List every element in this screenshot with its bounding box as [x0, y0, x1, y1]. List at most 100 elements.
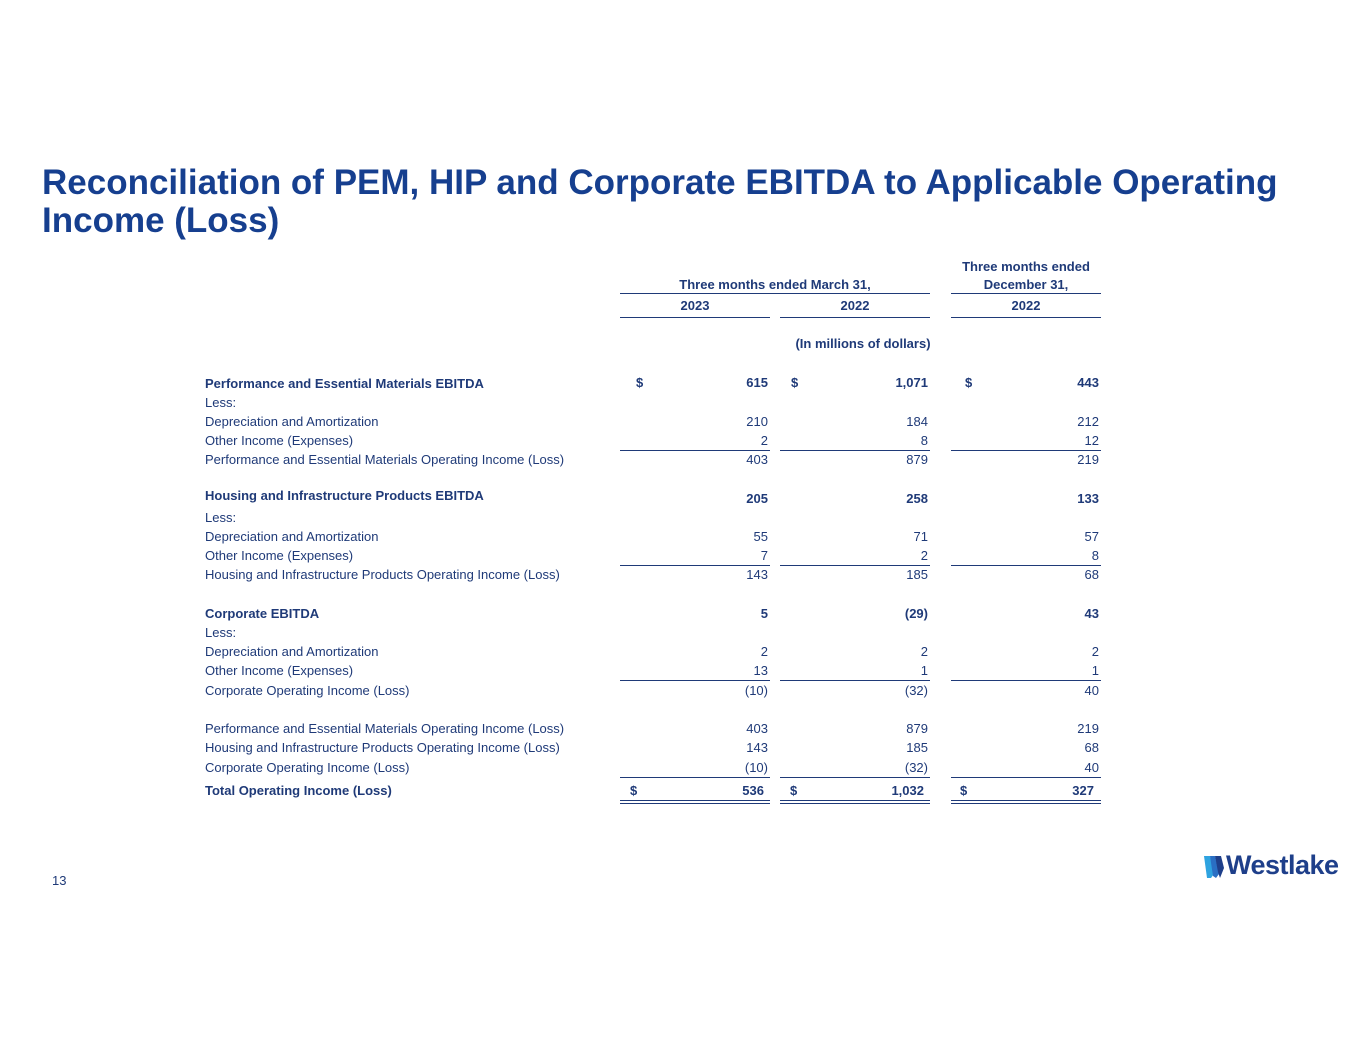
cell-q4-2022: 133 — [1077, 491, 1099, 506]
cell-q4-2022: 2 — [1091, 644, 1099, 659]
subtotal-rule — [780, 777, 930, 778]
table-row: Housing and Infrastructure Products Oper… — [0, 565, 1365, 584]
row-label: Less: — [205, 510, 237, 525]
table-row: Less: — [0, 393, 1365, 412]
cell-q1-2023: 2 — [760, 433, 768, 448]
total-double-rule — [780, 800, 930, 804]
header-year-2022-dec: 2022 — [1011, 298, 1041, 313]
header-group-december-line1: Three months ended — [962, 259, 1090, 274]
cell-q1-2023: 55 — [753, 529, 768, 544]
cell-q4-2022: 219 — [1077, 721, 1099, 736]
row-label: Performance and Essential Materials Oper… — [205, 721, 565, 736]
cell-q1-2022: 1 — [920, 663, 928, 678]
westlake-logo: Westlake — [1204, 850, 1339, 882]
header-year-2023: 2023 — [680, 298, 710, 313]
cell-q1-2023: 536 — [742, 783, 764, 798]
total-double-rule — [951, 800, 1101, 804]
cell-q1-2022: 8 — [920, 433, 928, 448]
cell-q4-2022: 1 — [1091, 663, 1099, 678]
cell-q1-2023: (10) — [744, 760, 768, 775]
row-label: Corporate EBITDA — [205, 606, 320, 621]
cell-q4-2022: 443 — [1077, 375, 1099, 390]
cell-q4-2022: 40 — [1084, 760, 1099, 775]
cell-q4-2022: 40 — [1084, 683, 1099, 698]
subtotal-rule — [951, 777, 1101, 778]
cell-q1-2022: 879 — [906, 452, 928, 467]
currency-sign: $ — [790, 783, 798, 798]
currency-sign: $ — [960, 783, 968, 798]
row-label: Housing and Infrastructure Products Oper… — [205, 567, 560, 582]
row-label: Other Income (Expenses) — [205, 548, 354, 563]
cell-q1-2023: 5 — [760, 606, 768, 621]
cell-q1-2023: 615 — [746, 375, 768, 390]
year-rule — [951, 317, 1101, 318]
cell-q1-2022: 2 — [920, 548, 928, 563]
cell-q4-2022: 327 — [1072, 783, 1094, 798]
row-label: Other Income (Expenses) — [205, 433, 354, 448]
cell-q4-2022: 68 — [1084, 740, 1099, 755]
row-label: Depreciation and Amortization — [205, 644, 379, 659]
row-label: Housing and Infrastructure Products EBIT… — [205, 488, 484, 503]
header-year-2022: 2022 — [840, 298, 870, 313]
table-row: Other Income (Expenses) 2 8 12 — [0, 431, 1365, 450]
cell-q1-2023: 143 — [746, 740, 768, 755]
subtotal-rule — [620, 777, 770, 778]
table-row: Depreciation and Amortization 55 71 57 — [0, 527, 1365, 546]
table-row: Performance and Essential Materials Oper… — [0, 719, 1365, 738]
units-label: (In millions of dollars) — [795, 336, 931, 351]
table-row: Housing and Infrastructure Products Oper… — [0, 738, 1365, 757]
subtotal-rule — [780, 565, 930, 566]
logo-text: Westlake — [1226, 850, 1339, 880]
table-row: Less: — [0, 623, 1365, 642]
cell-q1-2023: 403 — [746, 721, 768, 736]
subtotal-rule — [951, 680, 1101, 681]
cell-q1-2023: 210 — [746, 414, 768, 429]
year-rule — [780, 317, 930, 318]
header-group-december-line2: December 31, — [983, 277, 1069, 292]
cell-q1-2022: 879 — [906, 721, 928, 736]
cell-q1-2023: 13 — [753, 663, 768, 678]
cell-q1-2023: 143 — [746, 567, 768, 582]
total-double-rule — [620, 800, 770, 804]
cell-q1-2022: 1,071 — [895, 375, 928, 390]
cell-q4-2022: 219 — [1077, 452, 1099, 467]
cell-q4-2022: 212 — [1077, 414, 1099, 429]
currency-sign: $ — [630, 783, 638, 798]
cell-q1-2022: 1,032 — [891, 783, 924, 798]
page-title: Reconciliation of PEM, HIP and Corporate… — [42, 163, 1278, 240]
cell-q1-2022: 71 — [913, 529, 928, 544]
row-label: Depreciation and Amortization — [205, 529, 379, 544]
header-rule — [620, 293, 930, 294]
subtotal-rule — [780, 450, 930, 451]
table-row: Corporate Operating Income (Loss) (10) (… — [0, 758, 1365, 777]
row-label: Housing and Infrastructure Products Oper… — [205, 740, 560, 755]
table-row: Less: — [0, 508, 1365, 527]
table-row-total: Total Operating Income (Loss) $ 536 $ 1,… — [0, 781, 1365, 800]
header-group-march: Three months ended March 31, — [679, 277, 871, 292]
cell-q1-2023: 403 — [746, 452, 768, 467]
table-row: Performance and Essential Materials EBIT… — [0, 373, 1365, 392]
cell-q1-2022: (32) — [904, 760, 928, 775]
cell-q1-2023: (10) — [744, 683, 768, 698]
table-row: Corporate Operating Income (Loss) (10) (… — [0, 681, 1365, 700]
header-rule — [951, 293, 1101, 294]
row-label: Less: — [205, 625, 237, 640]
page-number: 13 — [52, 873, 67, 888]
table-row: Depreciation and Amortization 2 2 2 — [0, 642, 1365, 661]
cell-q1-2023: 205 — [746, 491, 768, 506]
row-label: Performance and Essential Materials Oper… — [205, 452, 565, 467]
row-label: Corporate Operating Income (Loss) — [205, 760, 410, 775]
cell-q4-2022: 57 — [1084, 529, 1099, 544]
currency-sign: $ — [965, 375, 973, 390]
subtotal-rule — [620, 450, 770, 451]
cell-q1-2022: (32) — [904, 683, 928, 698]
cell-q1-2023: 7 — [760, 548, 768, 563]
cell-q1-2022: (29) — [904, 606, 928, 621]
subtotal-rule — [780, 680, 930, 681]
row-label: Depreciation and Amortization — [205, 414, 379, 429]
cell-q1-2023: 2 — [760, 644, 768, 659]
cell-q4-2022: 12 — [1084, 433, 1099, 448]
table-row: Depreciation and Amortization 210 184 21… — [0, 412, 1365, 431]
cell-q4-2022: 43 — [1084, 606, 1099, 621]
row-label: Performance and Essential Materials EBIT… — [205, 376, 484, 391]
